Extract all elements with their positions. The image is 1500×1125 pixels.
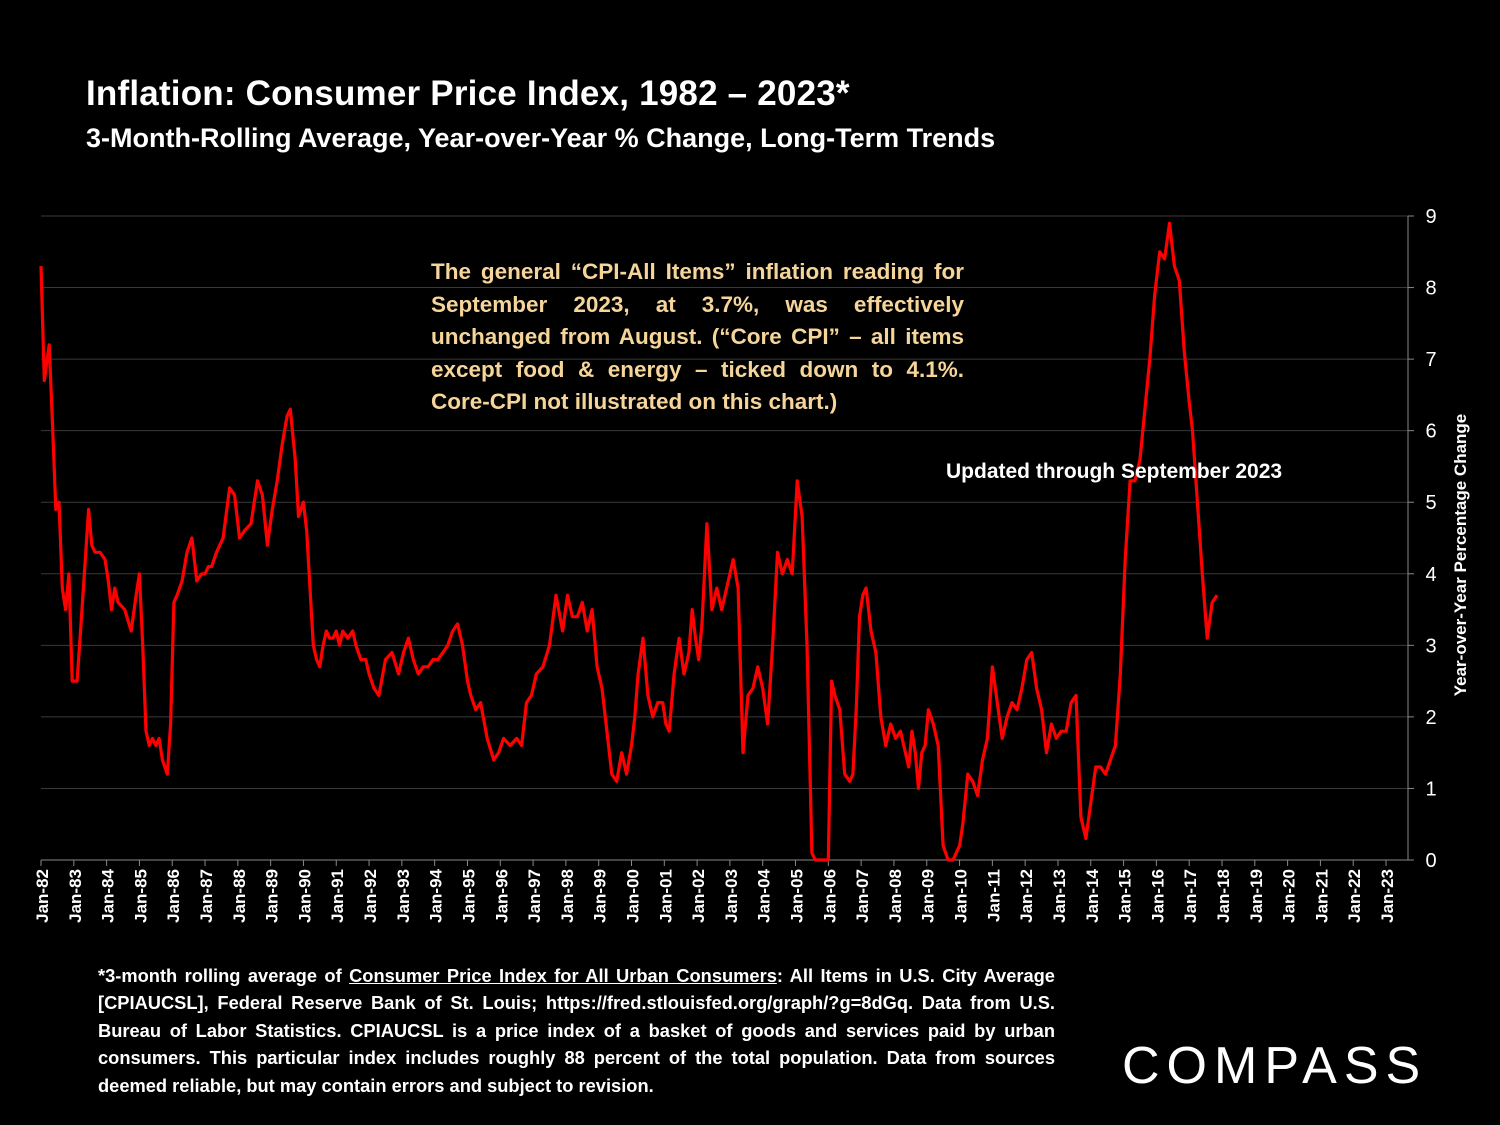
y-tick-label: 9 — [1425, 206, 1436, 228]
compass-logo: COMPASS — [1122, 1037, 1428, 1095]
y-tick-label: 5 — [1425, 492, 1436, 514]
x-tick-label: Jan-00 — [623, 869, 642, 923]
x-tick-label: Jan-17 — [1181, 869, 1200, 923]
cpi-series-line — [39, 221, 1219, 862]
updated-note: Updated through September 2023 — [946, 460, 1283, 483]
x-tick-label: Jan-88 — [230, 869, 249, 923]
inflation-annotation: The general “CPI-All Items” inflation re… — [431, 259, 964, 414]
y-tick-label: 0 — [1425, 850, 1436, 872]
x-tick-label: Jan-02 — [689, 869, 708, 923]
x-tick-label: Jan-07 — [853, 869, 872, 923]
x-tick-label: Jan-95 — [459, 869, 478, 923]
x-tick-label: Jan-05 — [788, 869, 807, 923]
chart-title: Inflation: Consumer Price Index, 1982 – … — [86, 74, 850, 113]
x-tick-label: Jan-11 — [984, 869, 1003, 922]
x-tick-label: Jan-22 — [1345, 869, 1364, 923]
x-tick-label: Jan-89 — [263, 869, 282, 923]
x-tick-label: Jan-08 — [886, 869, 905, 923]
y-tick-label: 4 — [1425, 564, 1436, 586]
x-tick-label: Jan-01 — [656, 869, 675, 923]
x-tick-label: Jan-03 — [722, 869, 741, 923]
x-tick-label: Jan-21 — [1312, 869, 1331, 923]
x-tick-label: Jan-86 — [164, 869, 183, 923]
x-tick-label: Jan-13 — [1050, 869, 1069, 923]
x-tick-label: Jan-99 — [591, 869, 610, 923]
footnote: *3-month rolling average of Consumer Pri… — [98, 962, 1055, 1099]
y-tick-label: 6 — [1425, 421, 1436, 443]
y-tick-label: 8 — [1425, 278, 1436, 300]
x-tick-label: Jan-96 — [492, 869, 511, 923]
x-tick-label: Jan-85 — [131, 869, 150, 923]
x-tick-label: Jan-09 — [919, 869, 938, 923]
x-tick-label: Jan-18 — [1214, 869, 1233, 923]
x-tick-label: Jan-04 — [755, 868, 774, 922]
x-tick-label: Jan-82 — [33, 869, 52, 923]
fred-source-link[interactable]: Consumer Price Index for All Urban Consu… — [349, 965, 777, 986]
x-tick-label: Jan-16 — [1148, 869, 1167, 923]
y-axis-label: Year-over-Year Percentage Change — [1451, 414, 1470, 697]
x-tick-label: Jan-15 — [1116, 869, 1135, 923]
x-tick-label: Jan-14 — [1083, 868, 1102, 922]
chart-subtitle: 3-Month-Rolling Average, Year-over-Year … — [86, 123, 996, 153]
x-tick-label: Jan-12 — [1017, 869, 1036, 923]
x-tick-labels: Jan-82 Jan-83 Jan-84 Jan-85 Jan-86 Jan-87 Jan-… — [33, 860, 1397, 923]
x-tick-label: Jan-84 — [99, 868, 118, 922]
x-tick-label: Jan-97 — [525, 869, 544, 923]
x-tick-label: Jan-10 — [952, 869, 971, 923]
x-tick-label: Jan-20 — [1280, 869, 1299, 923]
x-tick-label: Jan-92 — [361, 869, 380, 923]
y-tick-label: 3 — [1425, 635, 1436, 657]
x-tick-label: Jan-91 — [328, 869, 347, 923]
x-tick-label: Jan-98 — [558, 869, 577, 923]
y-tick-labels: 0 1 2 3 4 5 6 7 8 9 — [1408, 206, 1437, 872]
x-tick-label: Jan-90 — [295, 869, 314, 923]
x-tick-label: Jan-23 — [1378, 869, 1397, 923]
x-tick-label: Jan-87 — [197, 869, 216, 923]
y-tick-label: 2 — [1425, 707, 1436, 729]
axes — [41, 216, 1409, 861]
x-tick-label: Jan-93 — [394, 869, 413, 923]
footnote-prefix: *3-month rolling average of — [98, 965, 350, 986]
y-tick-label: 7 — [1425, 349, 1436, 371]
x-tick-label: Jan-83 — [66, 869, 85, 923]
x-tick-label: Jan-06 — [820, 869, 839, 923]
y-tick-label: 1 — [1425, 778, 1436, 800]
x-tick-label: Jan-94 — [427, 868, 446, 922]
footnote-body: : All Items in U.S. City Average [CPIAUC… — [98, 965, 1055, 1096]
x-tick-label: Jan-19 — [1247, 869, 1266, 923]
